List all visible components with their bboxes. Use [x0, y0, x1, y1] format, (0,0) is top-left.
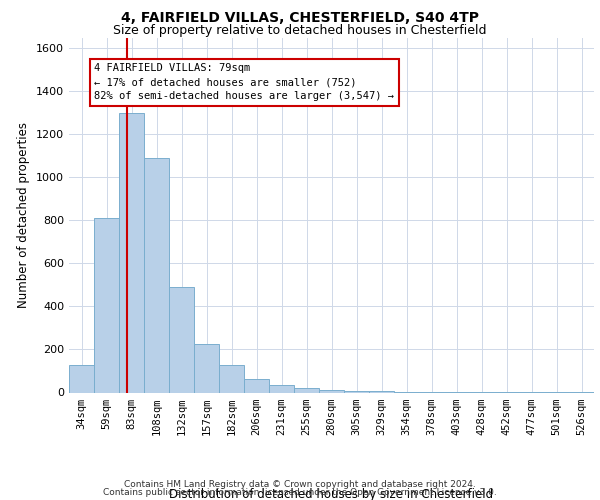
Bar: [319, 390, 344, 392]
Bar: [219, 364, 244, 392]
Text: 4 FAIRFIELD VILLAS: 79sqm
← 17% of detached houses are smaller (752)
82% of semi: 4 FAIRFIELD VILLAS: 79sqm ← 17% of detac…: [95, 64, 395, 102]
Bar: [294, 388, 319, 392]
Text: 4, FAIRFIELD VILLAS, CHESTERFIELD, S40 4TP: 4, FAIRFIELD VILLAS, CHESTERFIELD, S40 4…: [121, 11, 479, 25]
Text: Contains HM Land Registry data © Crown copyright and database right 2024.: Contains HM Land Registry data © Crown c…: [124, 480, 476, 489]
Text: Contains public sector information licensed under the Open Government Licence v3: Contains public sector information licen…: [103, 488, 497, 497]
Bar: [94, 218, 119, 392]
Bar: [144, 158, 169, 392]
Bar: [169, 287, 194, 393]
Bar: [269, 385, 294, 392]
Bar: [69, 364, 94, 392]
Bar: [244, 378, 269, 392]
Text: Size of property relative to detached houses in Chesterfield: Size of property relative to detached ho…: [113, 24, 487, 37]
Y-axis label: Number of detached properties: Number of detached properties: [17, 122, 31, 308]
Bar: [344, 391, 369, 392]
X-axis label: Distribution of detached houses by size in Chesterfield: Distribution of detached houses by size …: [169, 488, 494, 500]
Bar: [194, 344, 219, 393]
Bar: [119, 113, 144, 392]
